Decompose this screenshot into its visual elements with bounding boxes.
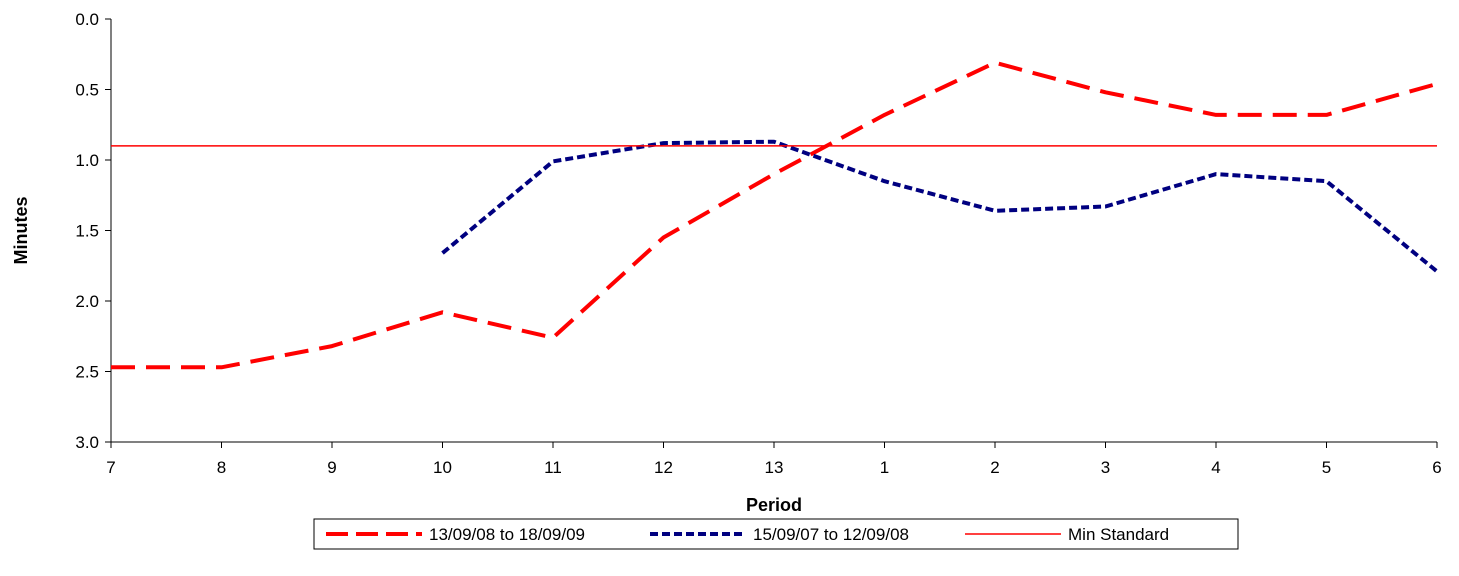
x-tick-label: 8 xyxy=(217,458,226,477)
x-tick-label: 6 xyxy=(1432,458,1441,477)
axes xyxy=(105,18,1438,448)
legend-label-min-standard: Min Standard xyxy=(1068,525,1169,544)
x-tick-label: 5 xyxy=(1322,458,1331,477)
y-tick-label: 3.0 xyxy=(75,433,99,452)
x-tick-label: 12 xyxy=(654,458,673,477)
x-tick-label: 1 xyxy=(880,458,889,477)
series-layer xyxy=(111,60,1439,370)
tick-labels: 0.00.51.01.52.02.53.07 8 9 10 11 12 13 1 2 3 4 5 6 xyxy=(75,10,1441,477)
legend-box xyxy=(313,518,1239,550)
x-tick-label: 13 xyxy=(765,458,784,477)
legend-label-15-09-07-to-12-09-08: 15/09/07 to 12/09/08 xyxy=(753,525,909,544)
x-tick-label: 10 xyxy=(433,458,452,477)
y-tick-label: 0.5 xyxy=(75,81,99,100)
y-tick-label: 2.5 xyxy=(75,363,99,382)
legend-label-13-09-08-to-18-09-09: 13/09/08 to 18/09/09 xyxy=(429,525,585,544)
x-tick-label: 3 xyxy=(1101,458,1110,477)
y-tick-label: 2.0 xyxy=(75,292,99,311)
y-axis-title: Minutes xyxy=(11,196,31,264)
13-09-08-to-18-09-09-series-line xyxy=(111,60,1438,370)
y-tick-label: 0.0 xyxy=(75,10,99,29)
x-tick-label: 4 xyxy=(1211,458,1220,477)
15-09-07-to-12-09-08-series-line xyxy=(441,139,1439,273)
y-tick-label: 1.0 xyxy=(75,151,99,170)
x-axis-title: Period xyxy=(746,495,802,515)
y-tick-label: 1.5 xyxy=(75,222,99,241)
x-tick-label: 2 xyxy=(990,458,999,477)
x-tick-label: 11 xyxy=(544,458,562,477)
x-tick-label: 7 xyxy=(106,458,115,477)
legend: 13/09/08 to 18/09/09 15/09/07 to 12/09/08… xyxy=(313,518,1239,550)
x-tick-label: 9 xyxy=(327,458,336,477)
